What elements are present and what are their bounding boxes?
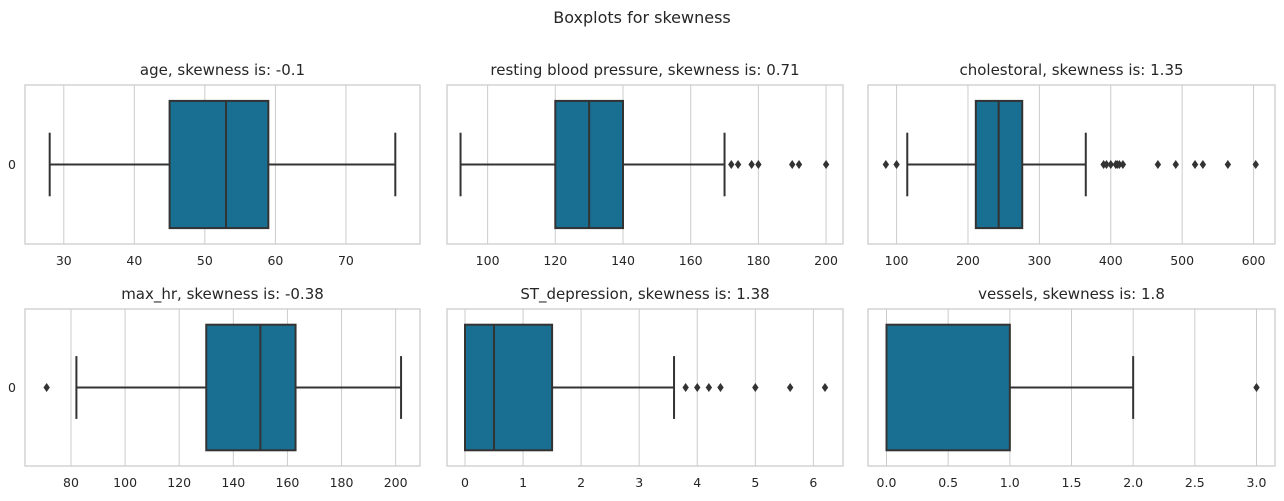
outlier-point — [752, 383, 759, 392]
outlier-point — [1107, 160, 1114, 169]
outlier-point — [682, 383, 689, 392]
outlier-point — [748, 160, 755, 169]
outlier-point — [694, 383, 701, 392]
x-tick-label: 50 — [197, 253, 213, 268]
outlier-point — [789, 160, 796, 169]
x-tick-label: 1.0 — [1000, 475, 1020, 490]
x-tick-label: 180 — [746, 253, 770, 268]
x-tick-label: 200 — [956, 253, 980, 268]
subplot-1: 30 40 50 60 70 age, skewness is: -0.1 0 — [8, 61, 421, 268]
outlier-point — [728, 160, 735, 169]
outlier-point — [1116, 160, 1123, 169]
outlier-point — [1191, 160, 1199, 169]
iqr-box — [464, 323, 554, 452]
subplot-3: 100 200 300 400 500 600 cholestoral, skewness … — [867, 61, 1276, 268]
figure-title: Boxplots for skewness — [553, 8, 731, 27]
x-tick-label: 120 — [543, 253, 567, 268]
x-tick-label: 0 — [461, 475, 469, 490]
outlier-point — [717, 383, 724, 392]
iqr-box — [885, 323, 1011, 452]
subplot-2: 100 120 140 160 180 200 resting blood pressure… — [446, 61, 844, 268]
x-tick-label: 70 — [338, 253, 354, 268]
outlier-point — [1199, 160, 1207, 169]
outlier-point — [1224, 160, 1232, 169]
x-tick-label: 0.5 — [938, 475, 958, 490]
x-tick-label: 6 — [809, 475, 817, 490]
outlier-point — [1154, 160, 1162, 169]
outlier-point — [705, 383, 713, 392]
outlier-point — [734, 160, 742, 169]
x-tick-label: 0.0 — [877, 475, 897, 490]
y-tick-label: 0 — [8, 157, 16, 172]
x-tick-label: 100 — [113, 475, 137, 490]
x-tick-label: 1.5 — [1062, 475, 1082, 490]
outlier-point — [1103, 160, 1110, 169]
x-tick-label: 300 — [1027, 253, 1051, 268]
x-tick-label: 600 — [1242, 253, 1266, 268]
x-tick-label: 80 — [63, 475, 79, 490]
x-tick-label: 1 — [519, 475, 527, 490]
outlier-point — [822, 160, 830, 169]
outlier-point — [786, 383, 794, 392]
x-tick-label: 160 — [679, 253, 703, 268]
iqr-box — [168, 99, 270, 230]
x-tick-label: 2.0 — [1123, 475, 1143, 490]
outlier-point — [1119, 160, 1127, 169]
x-tick-label: 400 — [1099, 253, 1123, 268]
outlier-point — [893, 160, 900, 169]
subplot-title: ST_depression, skewness is: 1.38 — [520, 285, 769, 304]
x-tick-label: 140 — [221, 475, 245, 490]
outlier-point — [1172, 160, 1179, 169]
x-tick-label: 140 — [611, 253, 635, 268]
x-tick-label: 5 — [751, 475, 759, 490]
subplot-4: 80 100 120 140 160 180 200 max_hr, skewness is:… — [8, 285, 421, 490]
outlier-point — [821, 383, 829, 392]
outlier-point — [795, 160, 803, 169]
x-tick-label: 180 — [330, 475, 354, 490]
y-tick-label: 0 — [8, 380, 16, 395]
subplot-5: 0 1 2 3 4 5 6 ST_depression, skewness is: 1.38 — [446, 285, 844, 490]
subplot-6: 0.0 0.5 1.0 1.5 2.0 2.5 3.0 vessels, skewness i… — [867, 285, 1276, 490]
x-tick-label: 40 — [126, 253, 142, 268]
x-tick-label: 3 — [635, 475, 643, 490]
x-tick-label: 60 — [267, 253, 283, 268]
outlier-point — [1252, 160, 1259, 169]
outlier-point — [755, 160, 762, 169]
x-tick-label: 30 — [56, 253, 72, 268]
x-tick-label: 160 — [276, 475, 300, 490]
x-tick-label: 4 — [693, 475, 701, 490]
x-tick-label: 2.5 — [1185, 475, 1205, 490]
x-tick-label: 2 — [577, 475, 585, 490]
subplot-title: cholestoral, skewness is: 1.35 — [959, 61, 1183, 79]
x-tick-label: 100 — [476, 253, 500, 268]
x-tick-label: 200 — [814, 253, 838, 268]
iqr-box — [205, 323, 297, 452]
x-tick-label: 3.0 — [1247, 475, 1267, 490]
x-tick-label: 120 — [167, 475, 191, 490]
subplot-title: vessels, skewness is: 1.8 — [978, 285, 1165, 303]
subplot-title: max_hr, skewness is: -0.38 — [121, 285, 324, 304]
subplot-title: resting blood pressure, skewness is: 0.7… — [490, 61, 799, 79]
x-tick-label: 200 — [384, 475, 408, 490]
outlier-point — [882, 160, 890, 169]
x-tick-label: 100 — [885, 253, 909, 268]
outlier-point — [43, 383, 50, 392]
x-tick-label: 500 — [1170, 253, 1194, 268]
outlier-point — [1253, 383, 1260, 392]
subplot-title: age, skewness is: -0.1 — [140, 61, 305, 79]
